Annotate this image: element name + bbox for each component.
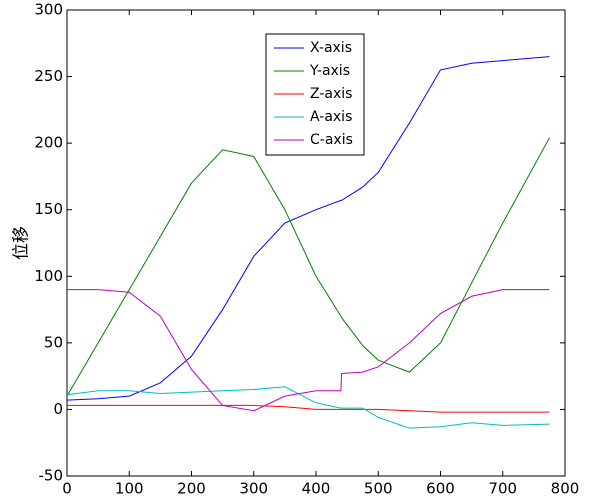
x-tick-label: 300 xyxy=(239,480,268,498)
series-line xyxy=(67,289,550,412)
y-tick-label: 150 xyxy=(34,200,63,218)
x-tick-label: 100 xyxy=(115,480,144,498)
series-line xyxy=(67,404,550,413)
y-tick-label: 50 xyxy=(44,333,63,351)
y-tick-label: 100 xyxy=(34,267,63,285)
y-tick-label: -50 xyxy=(39,467,64,485)
y-tick-label: 200 xyxy=(34,134,63,152)
x-tick-label: 200 xyxy=(177,480,206,498)
series-line xyxy=(66,56,550,401)
y-tick-label: 0 xyxy=(53,400,63,418)
x-tick-label: 800 xyxy=(551,480,580,498)
x-tick-label: 600 xyxy=(426,480,455,498)
series-line xyxy=(66,386,550,429)
legend-label: Y-axis xyxy=(309,63,350,79)
x-tick-label: 0 xyxy=(62,480,72,498)
y-axis-label: 位移 xyxy=(12,226,32,260)
legend: X-axis Y-axis Z-axis A-axis C-axis xyxy=(265,33,365,156)
legend-label: Z-axis xyxy=(310,86,352,102)
y-tick-label: 300 xyxy=(34,1,63,19)
x-tick-label: 500 xyxy=(364,480,393,498)
x-tick-label: 400 xyxy=(302,480,331,498)
legend-label: A-axis xyxy=(310,109,352,125)
y-tick-label: 250 xyxy=(34,67,63,85)
series-line xyxy=(66,137,550,397)
legend-label: C-axis xyxy=(310,132,353,148)
legend-label: X-axis xyxy=(310,40,352,56)
x-tick-label: 700 xyxy=(488,480,517,498)
